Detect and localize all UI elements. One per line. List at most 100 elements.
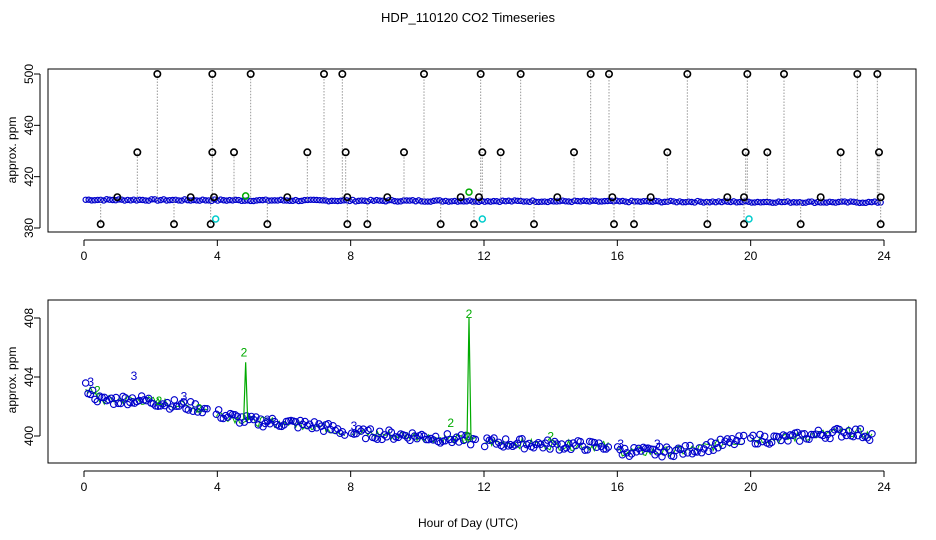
data-point bbox=[203, 405, 211, 413]
baseline-point bbox=[157, 196, 164, 204]
baseline-point bbox=[730, 198, 737, 205]
data-point bbox=[718, 441, 727, 450]
x-tick-label-bottom: 12 bbox=[477, 480, 491, 494]
baseline-point bbox=[856, 199, 863, 207]
data-point bbox=[868, 430, 876, 438]
baseline-point bbox=[145, 197, 152, 204]
data-point bbox=[406, 436, 414, 445]
spike-point-mid bbox=[341, 148, 350, 157]
x-tick-label-bottom: 24 bbox=[877, 480, 891, 494]
data-point bbox=[751, 440, 760, 448]
data-point bbox=[261, 419, 270, 428]
data-point bbox=[357, 427, 365, 435]
spike-point-near bbox=[343, 193, 352, 202]
spike-point-low bbox=[629, 220, 638, 229]
data-point bbox=[627, 450, 636, 458]
spike-point-near bbox=[283, 193, 292, 202]
data-point bbox=[837, 433, 846, 441]
baseline-point bbox=[583, 197, 590, 205]
baseline-point bbox=[232, 196, 239, 204]
spike-point-low bbox=[529, 220, 538, 229]
spike-point-high bbox=[873, 70, 882, 79]
spike-point-near bbox=[456, 193, 465, 202]
baseline-point bbox=[313, 196, 320, 204]
spike-point-mid bbox=[133, 148, 142, 157]
baseline-point bbox=[94, 196, 101, 204]
baseline-point bbox=[523, 198, 530, 205]
y-tick-label-bottom: 404 bbox=[22, 367, 36, 387]
baseline-point bbox=[430, 197, 437, 205]
baseline-point bbox=[541, 198, 548, 205]
baseline-point bbox=[799, 199, 806, 206]
baseline-point bbox=[568, 198, 575, 206]
y-axis-title-top: approx. ppm bbox=[5, 117, 19, 184]
baseline-point bbox=[559, 197, 566, 204]
baseline-point bbox=[391, 197, 398, 205]
baseline-point bbox=[634, 198, 641, 205]
baseline-point bbox=[787, 199, 794, 206]
baseline-point bbox=[772, 199, 779, 206]
baseline-point bbox=[220, 197, 227, 204]
spike-point-low bbox=[363, 220, 372, 229]
data-point bbox=[144, 394, 153, 403]
cyan-point bbox=[745, 215, 753, 223]
x-axis-title: Hour of Day (UTC) bbox=[418, 516, 518, 530]
baseline-point bbox=[325, 198, 332, 205]
label-point: 2 bbox=[196, 401, 203, 415]
baseline-point bbox=[646, 198, 653, 205]
baseline-point bbox=[574, 197, 581, 205]
baseline-point bbox=[616, 198, 623, 205]
data-point bbox=[170, 396, 179, 404]
baseline-point bbox=[493, 198, 500, 205]
data-point bbox=[739, 431, 748, 440]
baseline-point bbox=[859, 199, 866, 206]
baseline-point bbox=[832, 199, 839, 206]
data-point bbox=[385, 426, 393, 434]
baseline-point bbox=[628, 197, 635, 204]
spike-point-low bbox=[469, 220, 478, 229]
baseline-point bbox=[412, 198, 419, 205]
data-point bbox=[599, 445, 608, 453]
baseline-point bbox=[355, 197, 362, 205]
data-point bbox=[471, 435, 480, 444]
spike-point-mid bbox=[208, 148, 217, 157]
baseline-point bbox=[751, 199, 758, 206]
data-point bbox=[135, 396, 144, 405]
spike-point-mid bbox=[763, 148, 772, 157]
baseline-point bbox=[670, 198, 677, 205]
spike-point-high bbox=[683, 70, 692, 79]
baseline-point bbox=[661, 198, 668, 206]
baseline-point bbox=[724, 198, 731, 205]
spike-point-near bbox=[608, 193, 617, 202]
baseline-point bbox=[589, 197, 596, 204]
data-point bbox=[256, 415, 265, 423]
baseline-point bbox=[601, 197, 608, 205]
data-point bbox=[518, 435, 526, 443]
baseline-point bbox=[709, 198, 716, 205]
label-point: 3 bbox=[129, 396, 136, 410]
data-point bbox=[137, 392, 146, 400]
baseline-point bbox=[643, 197, 650, 205]
baseline-point bbox=[802, 199, 809, 206]
data-point bbox=[532, 440, 540, 449]
baseline-point bbox=[256, 196, 263, 204]
data-point bbox=[655, 443, 664, 451]
baseline-point bbox=[217, 196, 224, 203]
data-point bbox=[730, 440, 739, 449]
data-point bbox=[126, 398, 134, 407]
data-point bbox=[849, 432, 858, 441]
baseline-point bbox=[760, 198, 767, 206]
baseline-point bbox=[361, 197, 368, 204]
data-point bbox=[373, 435, 382, 443]
data-point bbox=[186, 398, 195, 406]
spike-point-low bbox=[796, 220, 805, 229]
x-tick-label-top: 16 bbox=[611, 249, 625, 263]
data-point bbox=[319, 427, 328, 435]
label-point: 3 bbox=[654, 437, 661, 451]
baseline-point bbox=[319, 197, 326, 204]
baseline-point bbox=[697, 198, 704, 205]
data-point bbox=[123, 400, 132, 409]
baseline-point bbox=[712, 199, 719, 206]
x-axis-bottom: 0 4 8 12 16 20 24 bbox=[81, 470, 891, 494]
baseline-point bbox=[433, 197, 440, 204]
